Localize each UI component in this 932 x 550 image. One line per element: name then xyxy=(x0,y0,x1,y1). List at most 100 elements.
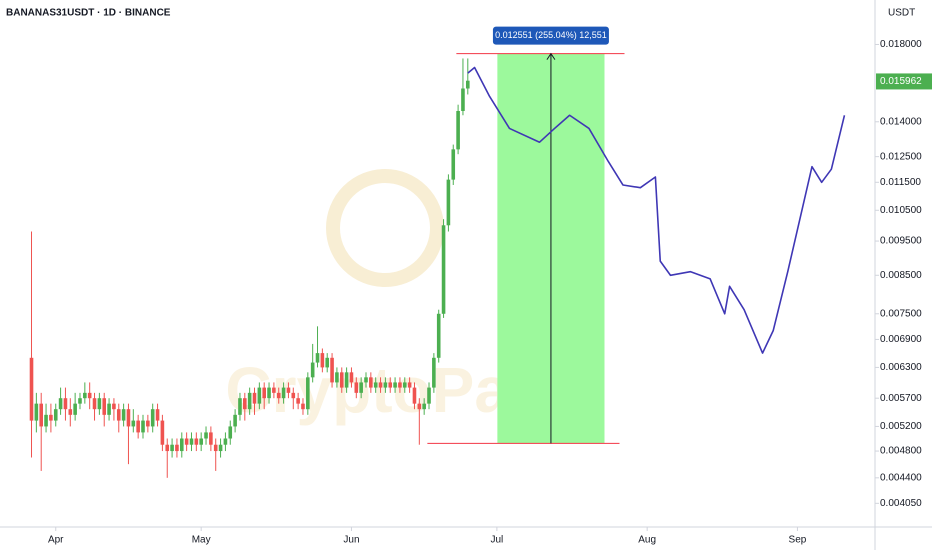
measure-label-bg xyxy=(492,26,609,45)
candle-body xyxy=(39,403,44,427)
x-tick-label: Apr xyxy=(48,535,64,546)
candle-body xyxy=(441,225,446,314)
candle-body xyxy=(194,438,199,445)
candle-body xyxy=(436,313,441,358)
candle-body xyxy=(267,387,271,399)
candle-body xyxy=(150,409,155,427)
candle-body xyxy=(146,420,150,427)
candle-body xyxy=(310,362,315,378)
y-tick-label: 0.014000 xyxy=(880,116,922,127)
candle-body xyxy=(383,382,388,388)
candle-body xyxy=(53,409,58,421)
candle-body xyxy=(58,398,63,410)
x-tick-label: Jun xyxy=(343,535,359,546)
candle-body xyxy=(63,398,68,410)
candle-body xyxy=(281,387,286,399)
candle-body xyxy=(335,372,339,383)
candle-body xyxy=(257,387,262,404)
candle-body xyxy=(291,392,296,399)
candle-body xyxy=(44,414,48,427)
candle-body xyxy=(218,444,223,452)
candle-body xyxy=(49,414,53,421)
watermark-logo xyxy=(326,169,444,287)
candle-body xyxy=(73,403,77,415)
candle-body xyxy=(306,377,310,410)
candle-body xyxy=(427,387,431,404)
candle-body xyxy=(465,80,470,89)
y-tick-label: 0.010500 xyxy=(880,205,922,216)
y-tick-label: 0.004400 xyxy=(880,472,922,483)
candle-body xyxy=(398,382,402,388)
candle-body xyxy=(184,438,189,445)
candle-body xyxy=(320,353,325,368)
candle-body xyxy=(272,387,276,393)
candle-body xyxy=(175,444,179,452)
candle-body xyxy=(422,403,426,410)
candle-body xyxy=(141,420,145,433)
candle-body xyxy=(315,353,320,363)
candle-body xyxy=(378,382,383,388)
projection-line xyxy=(467,66,846,354)
candle-body xyxy=(34,403,39,421)
candle-body xyxy=(92,398,97,410)
candle-body xyxy=(83,392,87,399)
candle-body xyxy=(301,403,305,410)
y-tick-label: 0.008500 xyxy=(880,270,922,281)
x-tick-label: Jul xyxy=(490,535,503,546)
candle-body xyxy=(369,377,373,388)
x-tick-label: Aug xyxy=(638,535,656,546)
candle-body xyxy=(456,110,460,150)
candle-body xyxy=(116,409,121,421)
chart-title: BANANAS31USDT · 1D · BINANCE xyxy=(6,8,171,19)
candle-body xyxy=(131,420,136,427)
candle-body xyxy=(189,438,194,445)
candle-body xyxy=(97,398,102,410)
candle-body xyxy=(330,357,334,383)
candle-body xyxy=(364,377,368,383)
candle-body xyxy=(68,409,73,415)
candle-body xyxy=(339,372,344,388)
candle-body xyxy=(417,403,422,410)
candle-body xyxy=(199,438,203,445)
candle-body xyxy=(286,387,291,393)
candle-body xyxy=(344,372,349,388)
measure-label: 0.012551 (255.04%) 12,551 xyxy=(495,30,607,40)
last-price-tag xyxy=(876,73,932,90)
x-tick-label: Sep xyxy=(789,535,807,546)
y-tick-label: 0.011500 xyxy=(880,177,921,188)
candle-body xyxy=(126,409,131,427)
x-tick-label: May xyxy=(192,535,211,546)
candle-body xyxy=(393,382,397,388)
y-tick-label: 0.012500 xyxy=(880,151,922,162)
candle-body xyxy=(359,382,363,393)
watermark-layer xyxy=(326,169,444,287)
candle-body xyxy=(451,149,456,180)
candle-body xyxy=(112,403,116,410)
candle-body xyxy=(87,392,92,399)
candle-body xyxy=(461,88,465,111)
y-tick-label: 0.006300 xyxy=(880,362,922,373)
candle-body xyxy=(354,382,359,393)
candle-body xyxy=(155,409,160,421)
candle-body xyxy=(78,398,82,404)
candle-body xyxy=(29,357,34,421)
candle-body xyxy=(407,382,412,388)
candle-body xyxy=(446,179,451,226)
candle-body xyxy=(228,426,233,439)
y-tick-label: 0.006900 xyxy=(880,334,922,345)
candle-body xyxy=(160,420,165,445)
candle-body xyxy=(233,414,237,427)
y-tick-label: 0.009500 xyxy=(880,236,922,247)
candle-body xyxy=(243,398,247,410)
candle-body xyxy=(213,444,218,452)
y-tick-label: 0.005200 xyxy=(880,421,922,432)
candle-body xyxy=(296,398,300,404)
candle-body xyxy=(102,398,107,415)
candle-body xyxy=(402,382,407,388)
candle-body xyxy=(238,398,242,415)
y-tick-label: 0.004800 xyxy=(880,446,922,457)
candle-body xyxy=(121,409,126,421)
candle-body xyxy=(412,387,417,404)
candle-body xyxy=(247,392,252,410)
